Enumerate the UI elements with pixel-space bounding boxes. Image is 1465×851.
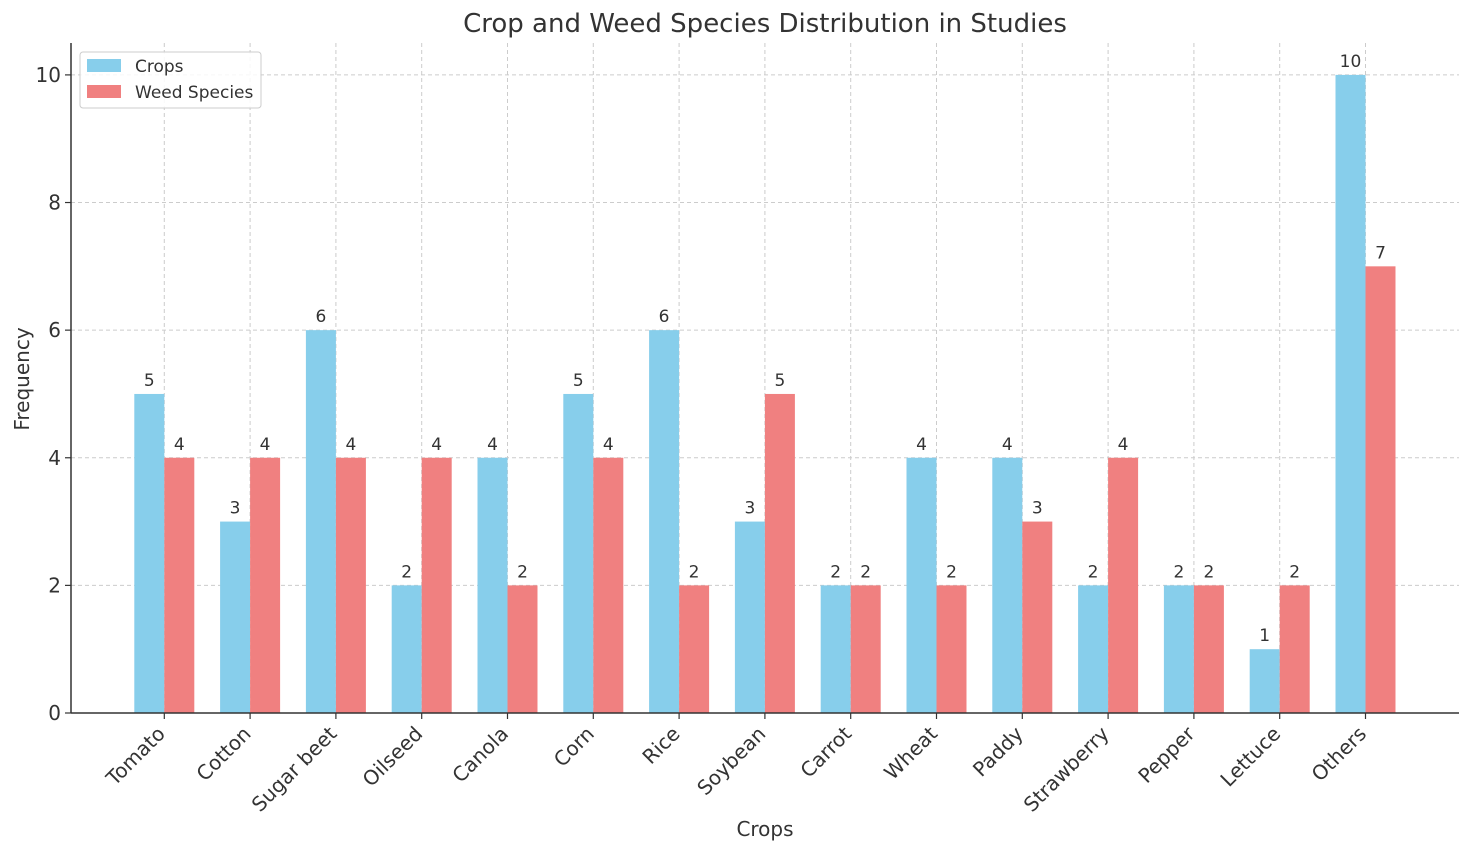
data-label-crops-oilseed: 2 — [401, 562, 412, 582]
x-tick-label-rice: Rice — [637, 722, 684, 769]
bar-weed-species-tomato — [164, 457, 195, 713]
bar-weed-species-pepper — [1193, 585, 1224, 713]
data-label-weed-species-sugar-beet: 4 — [345, 435, 356, 455]
bar-crops-sugar-beet — [305, 330, 336, 713]
bar-weed-species-others — [1365, 266, 1396, 713]
data-label-weed-species-cotton: 4 — [260, 435, 271, 455]
y-tick-label: 10 — [36, 63, 61, 87]
y-tick-label: 2 — [48, 573, 61, 597]
y-tick-label: 8 — [48, 191, 61, 215]
x-tick-label-tomato: Tomato — [101, 722, 170, 791]
x-tick-label-pepper: Pepper — [1133, 721, 1200, 788]
bar-crops-strawberry — [1078, 585, 1109, 713]
bar-weed-species-carrot — [850, 585, 881, 713]
data-label-crops-pepper: 2 — [1173, 562, 1184, 582]
x-tick-label-paddy: Paddy — [968, 721, 1028, 781]
bar-weed-species-corn — [593, 457, 624, 713]
x-tick-label-carrot: Carrot — [795, 721, 856, 782]
bar-crops-wheat — [906, 457, 937, 713]
data-label-weed-species-lettuce: 2 — [1289, 562, 1300, 582]
legend-swatch-crops — [87, 59, 121, 72]
data-label-crops-strawberry: 2 — [1088, 562, 1099, 582]
x-tick-label-strawberry: Strawberry — [1019, 721, 1114, 816]
x-tick-label-soybean: Soybean — [692, 722, 770, 800]
data-label-weed-species-carrot: 2 — [860, 562, 871, 582]
x-tick-label-canola: Canola — [447, 722, 513, 788]
bar-weed-species-canola — [507, 585, 538, 713]
x-tick-label-wheat: Wheat — [879, 721, 942, 784]
bar-crops-others — [1335, 74, 1366, 713]
x-tick-label-sugar-beet: Sugar beet — [247, 721, 342, 816]
bar-weed-species-lettuce — [1279, 585, 1310, 713]
bar-weed-species-rice — [679, 585, 710, 713]
data-label-weed-species-tomato: 4 — [174, 435, 185, 455]
legend-label-crops: Crops — [135, 57, 184, 77]
legend: Crops Weed Species — [79, 51, 262, 109]
data-label-weed-species-pepper: 2 — [1203, 562, 1214, 582]
legend-frame — [79, 51, 262, 109]
data-label-crops-cotton: 3 — [230, 499, 241, 519]
bar-weed-species-paddy — [1022, 521, 1053, 713]
bar-weed-species-strawberry — [1108, 457, 1139, 713]
bars — [134, 74, 1396, 713]
bar-crops-canola — [477, 457, 508, 713]
data-label-crops-paddy: 4 — [1002, 435, 1013, 455]
bar-crops-tomato — [134, 393, 165, 713]
bar-crops-soybean — [734, 521, 765, 713]
legend-label-weed-species: Weed Species — [135, 83, 253, 103]
bar-crops-pepper — [1163, 585, 1194, 713]
bar-weed-species-sugar-beet — [335, 457, 366, 713]
bar-weed-species-soybean — [764, 393, 795, 713]
bar-crops-corn — [563, 393, 594, 713]
legend-swatch-weed-species — [87, 85, 121, 98]
data-label-weed-species-rice: 2 — [689, 562, 700, 582]
x-tick-label-others: Others — [1307, 722, 1372, 787]
data-label-crops-sugar-beet: 6 — [315, 307, 326, 327]
x-tick-label-oilseed: Oilseed — [358, 722, 428, 792]
x-tick-label-corn: Corn — [549, 722, 599, 772]
x-tick-label-cotton: Cotton — [191, 722, 255, 786]
data-label-crops-lettuce: 1 — [1259, 626, 1270, 646]
bar-weed-species-oilseed — [421, 457, 452, 713]
data-label-crops-wheat: 4 — [916, 435, 927, 455]
y-tick-label: 4 — [48, 446, 61, 470]
data-label-weed-species-others: 7 — [1375, 243, 1386, 263]
y-axis-label: Frequency — [10, 327, 34, 430]
data-label-crops-others: 10 — [1340, 52, 1362, 72]
y-tick-label: 0 — [48, 701, 61, 725]
data-label-weed-species-strawberry: 4 — [1118, 435, 1129, 455]
data-label-weed-species-corn: 4 — [603, 435, 614, 455]
bar-weed-species-wheat — [936, 585, 967, 713]
data-label-weed-species-paddy: 3 — [1032, 499, 1043, 519]
y-tick-label: 6 — [48, 318, 61, 342]
data-label-crops-corn: 5 — [573, 371, 584, 391]
bar-crops-paddy — [992, 457, 1023, 713]
x-axis-label: Crops — [736, 817, 793, 841]
data-label-weed-species-canola: 2 — [517, 562, 528, 582]
data-label-crops-canola: 4 — [487, 435, 498, 455]
data-label-weed-species-oilseed: 4 — [431, 435, 442, 455]
data-label-crops-rice: 6 — [659, 307, 670, 327]
data-label-crops-soybean: 3 — [744, 499, 755, 519]
data-label-crops-carrot: 2 — [830, 562, 841, 582]
data-label-weed-species-wheat: 2 — [946, 562, 957, 582]
bar-crops-cotton — [220, 521, 251, 713]
chart-title: Crop and Weed Species Distribution in St… — [463, 9, 1067, 39]
bar-crops-lettuce — [1249, 649, 1280, 713]
bar-crops-oilseed — [391, 585, 422, 713]
bar-crops-rice — [649, 330, 680, 713]
data-label-weed-species-soybean: 5 — [774, 371, 785, 391]
bar-weed-species-cotton — [250, 457, 281, 713]
x-tick-label-lettuce: Lettuce — [1215, 722, 1285, 792]
data-label-crops-tomato: 5 — [144, 371, 155, 391]
bar-crops-carrot — [820, 585, 851, 713]
